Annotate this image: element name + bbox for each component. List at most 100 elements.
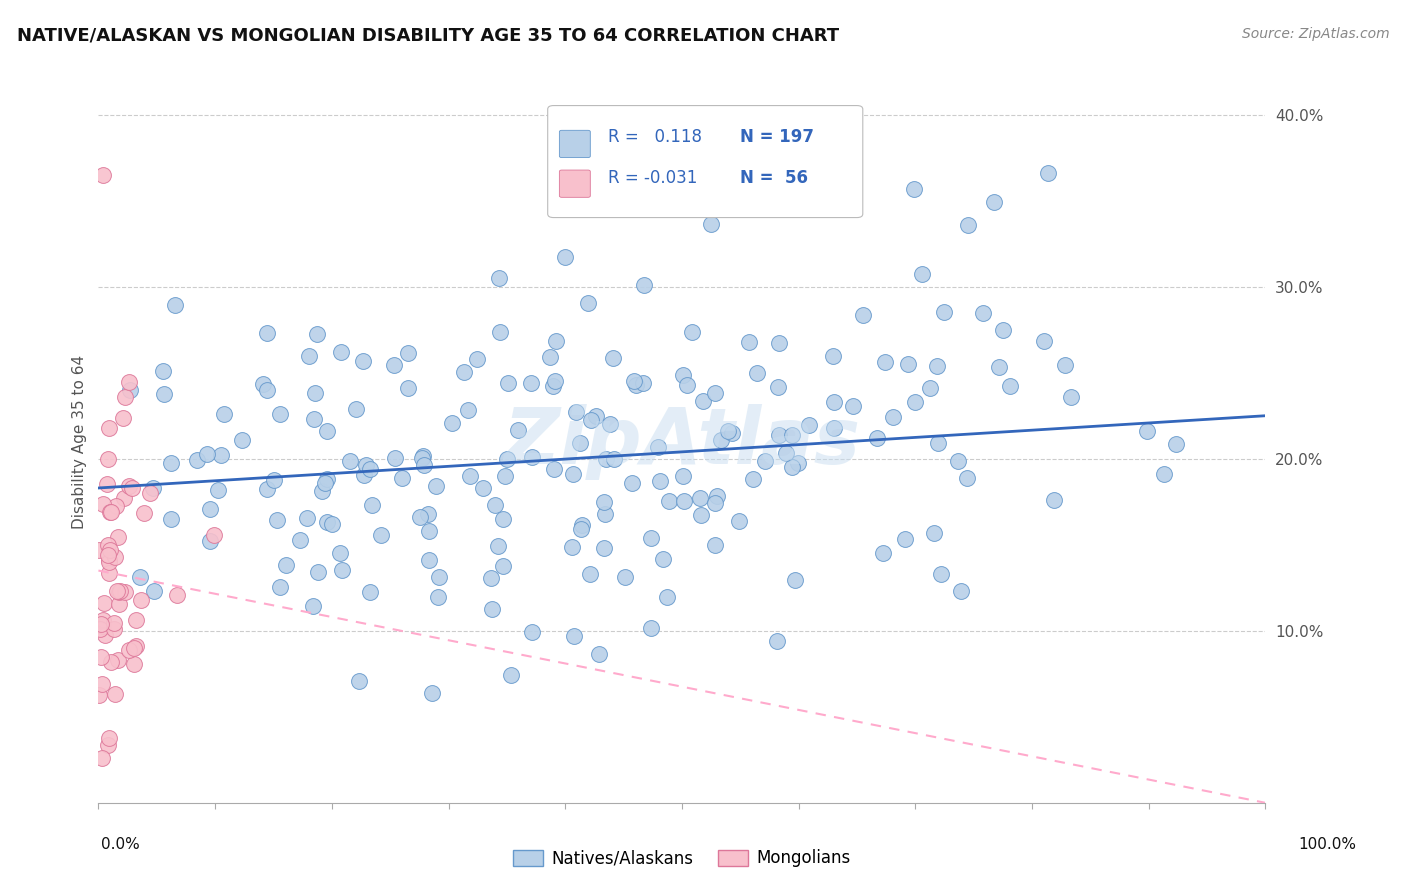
Point: [681, 326, 703, 340]
Point: [316, 472, 339, 486]
Point: [893, 532, 915, 546]
Point: [125, 613, 148, 627]
Point: [783, 574, 806, 588]
Point: [486, 539, 509, 553]
Point: [160, 456, 183, 470]
Point: [602, 351, 624, 366]
Point: [494, 469, 516, 483]
Point: [104, 549, 127, 564]
Point: [1164, 437, 1187, 451]
Point: [347, 674, 370, 689]
Point: [256, 482, 278, 496]
Point: [865, 431, 887, 445]
Point: [202, 528, 225, 542]
Point: [359, 462, 381, 476]
Point: [90, 616, 112, 631]
Point: [671, 368, 693, 383]
Point: [256, 326, 278, 340]
Point: [648, 474, 671, 488]
Point: [304, 412, 326, 426]
Text: R =   0.118: R = 0.118: [609, 128, 703, 145]
Point: [613, 570, 636, 584]
Point: [269, 580, 291, 594]
Text: N =  56: N = 56: [741, 169, 808, 186]
Point: [122, 641, 145, 656]
Text: 100.0%: 100.0%: [1299, 837, 1357, 852]
FancyBboxPatch shape: [560, 170, 591, 197]
Point: [302, 599, 325, 614]
Point: [520, 450, 543, 465]
Point: [640, 621, 662, 635]
Point: [370, 528, 392, 542]
Point: [852, 308, 875, 322]
Point: [396, 381, 419, 395]
Point: [87, 688, 110, 702]
Point: [344, 402, 367, 417]
Point: [304, 386, 326, 401]
Point: [382, 358, 405, 372]
Point: [91, 750, 114, 764]
Point: [97, 421, 120, 435]
Point: [108, 585, 131, 599]
Point: [561, 540, 583, 554]
Point: [585, 409, 607, 424]
Point: [738, 335, 761, 350]
Point: [288, 533, 311, 547]
Point: [316, 515, 339, 529]
Point: [1033, 334, 1056, 348]
Point: [353, 467, 375, 482]
Point: [703, 496, 725, 510]
Point: [987, 360, 1010, 375]
Y-axis label: Disability Age 35 to 64: Disability Age 35 to 64: [72, 354, 87, 529]
Point: [108, 583, 131, 598]
Point: [882, 410, 904, 425]
Point: [1054, 358, 1077, 372]
Point: [118, 384, 141, 398]
Point: [754, 454, 776, 468]
Point: [471, 481, 494, 495]
Text: NATIVE/ALASKAN VS MONGOLIAN DISABILITY AGE 35 TO 64 CORRELATION CHART: NATIVE/ALASKAN VS MONGOLIAN DISABILITY A…: [17, 27, 839, 45]
Point: [142, 482, 165, 496]
Point: [1153, 467, 1175, 481]
Point: [90, 677, 112, 691]
Point: [562, 467, 585, 482]
Point: [100, 505, 122, 519]
Point: [97, 451, 120, 466]
Point: [747, 367, 769, 381]
Point: [420, 686, 443, 700]
Point: [160, 512, 183, 526]
Point: [139, 485, 162, 500]
Point: [91, 497, 114, 511]
Text: ZipAtlas: ZipAtlas: [503, 403, 860, 480]
Point: [125, 639, 148, 653]
Point: [408, 510, 430, 524]
Point: [742, 472, 765, 486]
Point: [269, 407, 291, 421]
Point: [263, 473, 285, 487]
Point: [543, 462, 565, 476]
Point: [481, 602, 503, 616]
Text: 0.0%: 0.0%: [101, 837, 141, 852]
Point: [354, 458, 377, 472]
Point: [484, 498, 506, 512]
Point: [538, 350, 561, 364]
Point: [576, 296, 599, 310]
Point: [782, 459, 804, 474]
Point: [655, 590, 678, 604]
Point: [647, 440, 669, 454]
Point: [721, 426, 744, 441]
Point: [114, 390, 136, 404]
Point: [704, 385, 727, 400]
Point: [911, 267, 934, 281]
Point: [98, 542, 121, 557]
Point: [457, 403, 479, 417]
Text: Source: ZipAtlas.com: Source: ZipAtlas.com: [1241, 27, 1389, 41]
Legend: Natives/Alaskans, Mongolians: Natives/Alaskans, Mongolians: [506, 843, 858, 874]
Point: [998, 379, 1021, 393]
Point: [673, 493, 696, 508]
Point: [186, 453, 208, 467]
Point: [768, 336, 790, 351]
Point: [97, 538, 120, 552]
Point: [768, 428, 790, 442]
Point: [633, 376, 655, 390]
